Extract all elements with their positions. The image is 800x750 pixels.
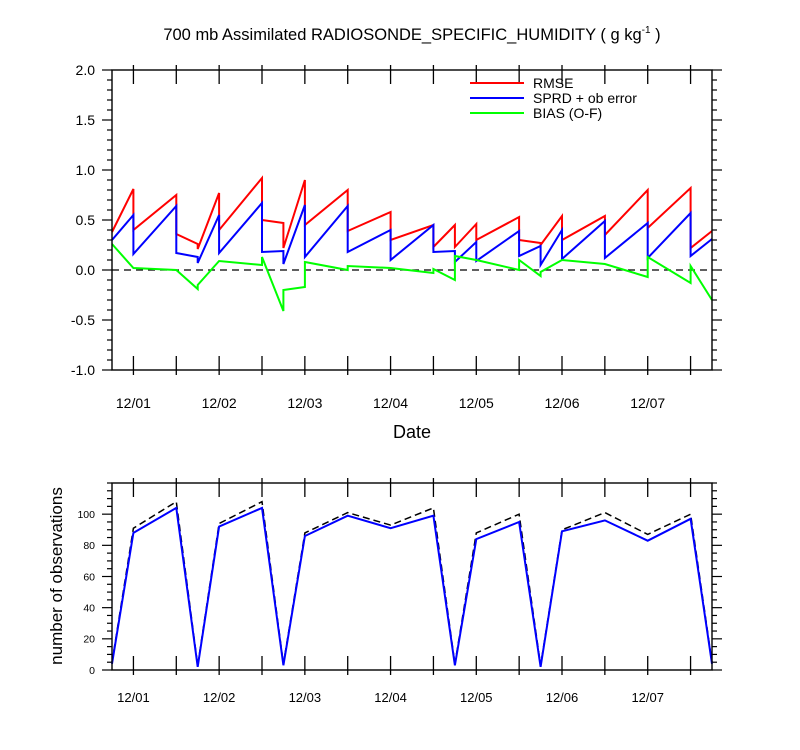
chart-title: 700 mb Assimilated RADIOSONDE_SPECIFIC_H…: [163, 25, 660, 44]
x-tick-label: 12/06: [544, 395, 579, 411]
chart-title-main: 700 mb Assimilated RADIOSONDE_SPECIFIC_H…: [163, 26, 641, 44]
top-panel: 12/01 12/02 12/03 12/04 12/05 12/06 12/07 -1.0 -…: [71, 62, 722, 442]
y-tick-label: 1.5: [76, 112, 96, 128]
x-tick-label: 12/07: [630, 395, 665, 411]
series-line: [111, 175, 713, 251]
x-tick-label: 12/03: [287, 395, 322, 411]
series-line: [111, 506, 713, 668]
y-tick-label: -0.5: [71, 312, 95, 328]
top-plot-area: 12/01 12/02 12/03 12/04 12/05 12/06 12/07 -1.0 -…: [71, 62, 722, 411]
series-line: [111, 243, 713, 312]
y-tick-label: 20: [83, 634, 95, 646]
y-tick-label: 1.0: [76, 162, 96, 178]
bottom-plot-area: 12/01 12/02 12/03 12/04 12/05 12/06 12/07 0 20 40…: [77, 478, 722, 705]
x-tick-label: 12/05: [460, 690, 493, 705]
x-tick-label: 12/02: [203, 690, 236, 705]
series-group: [111, 175, 713, 312]
series-line: [111, 200, 713, 269]
y-axis-label: number of observations: [47, 487, 66, 665]
y-tick-label: 0.0: [76, 262, 96, 278]
axes: 12/01 12/02 12/03 12/04 12/05 12/06 12/07 -1.0 -…: [71, 62, 722, 411]
y-tick-label: 60: [83, 571, 95, 583]
x-tick-label: 12/07: [631, 690, 664, 705]
chart-title-end: ): [651, 26, 661, 44]
y-tick-label: -1.0: [71, 362, 95, 378]
bottom-panel: 12/01 12/02 12/03 12/04 12/05 12/06 12/07 0 20 40…: [47, 478, 722, 705]
legend-label: SPRD + ob error: [533, 90, 637, 106]
x-tick-label: 12/01: [117, 690, 150, 705]
legend-label: BIAS (O-F): [533, 105, 602, 121]
x-tick-label: 12/05: [459, 395, 494, 411]
x-tick-label: 12/04: [373, 395, 408, 411]
x-tick-label: 12/06: [546, 690, 579, 705]
y-tick-label: 0.5: [76, 212, 96, 228]
x-axis-label: Date: [393, 422, 431, 442]
x-tick-label: 12/01: [116, 395, 151, 411]
legend-label: RMSE: [533, 75, 573, 91]
axes: 12/01 12/02 12/03 12/04 12/05 12/06 12/07 0 20 40…: [77, 478, 722, 705]
y-tick-label: 2.0: [76, 62, 96, 78]
y-tick-label: 100: [77, 509, 95, 521]
y-tick-label: 40: [83, 602, 95, 614]
plot-frame: [111, 69, 713, 371]
x-tick-label: 12/04: [374, 690, 407, 705]
y-tick-label: 0: [89, 665, 95, 677]
plot-frame: [111, 482, 713, 671]
x-tick-label: 12/03: [289, 690, 322, 705]
series-group: [111, 500, 713, 668]
x-tick-label: 12/02: [202, 395, 237, 411]
y-tick-label: 80: [83, 540, 95, 552]
chart-title-superscript: -1: [642, 25, 651, 36]
